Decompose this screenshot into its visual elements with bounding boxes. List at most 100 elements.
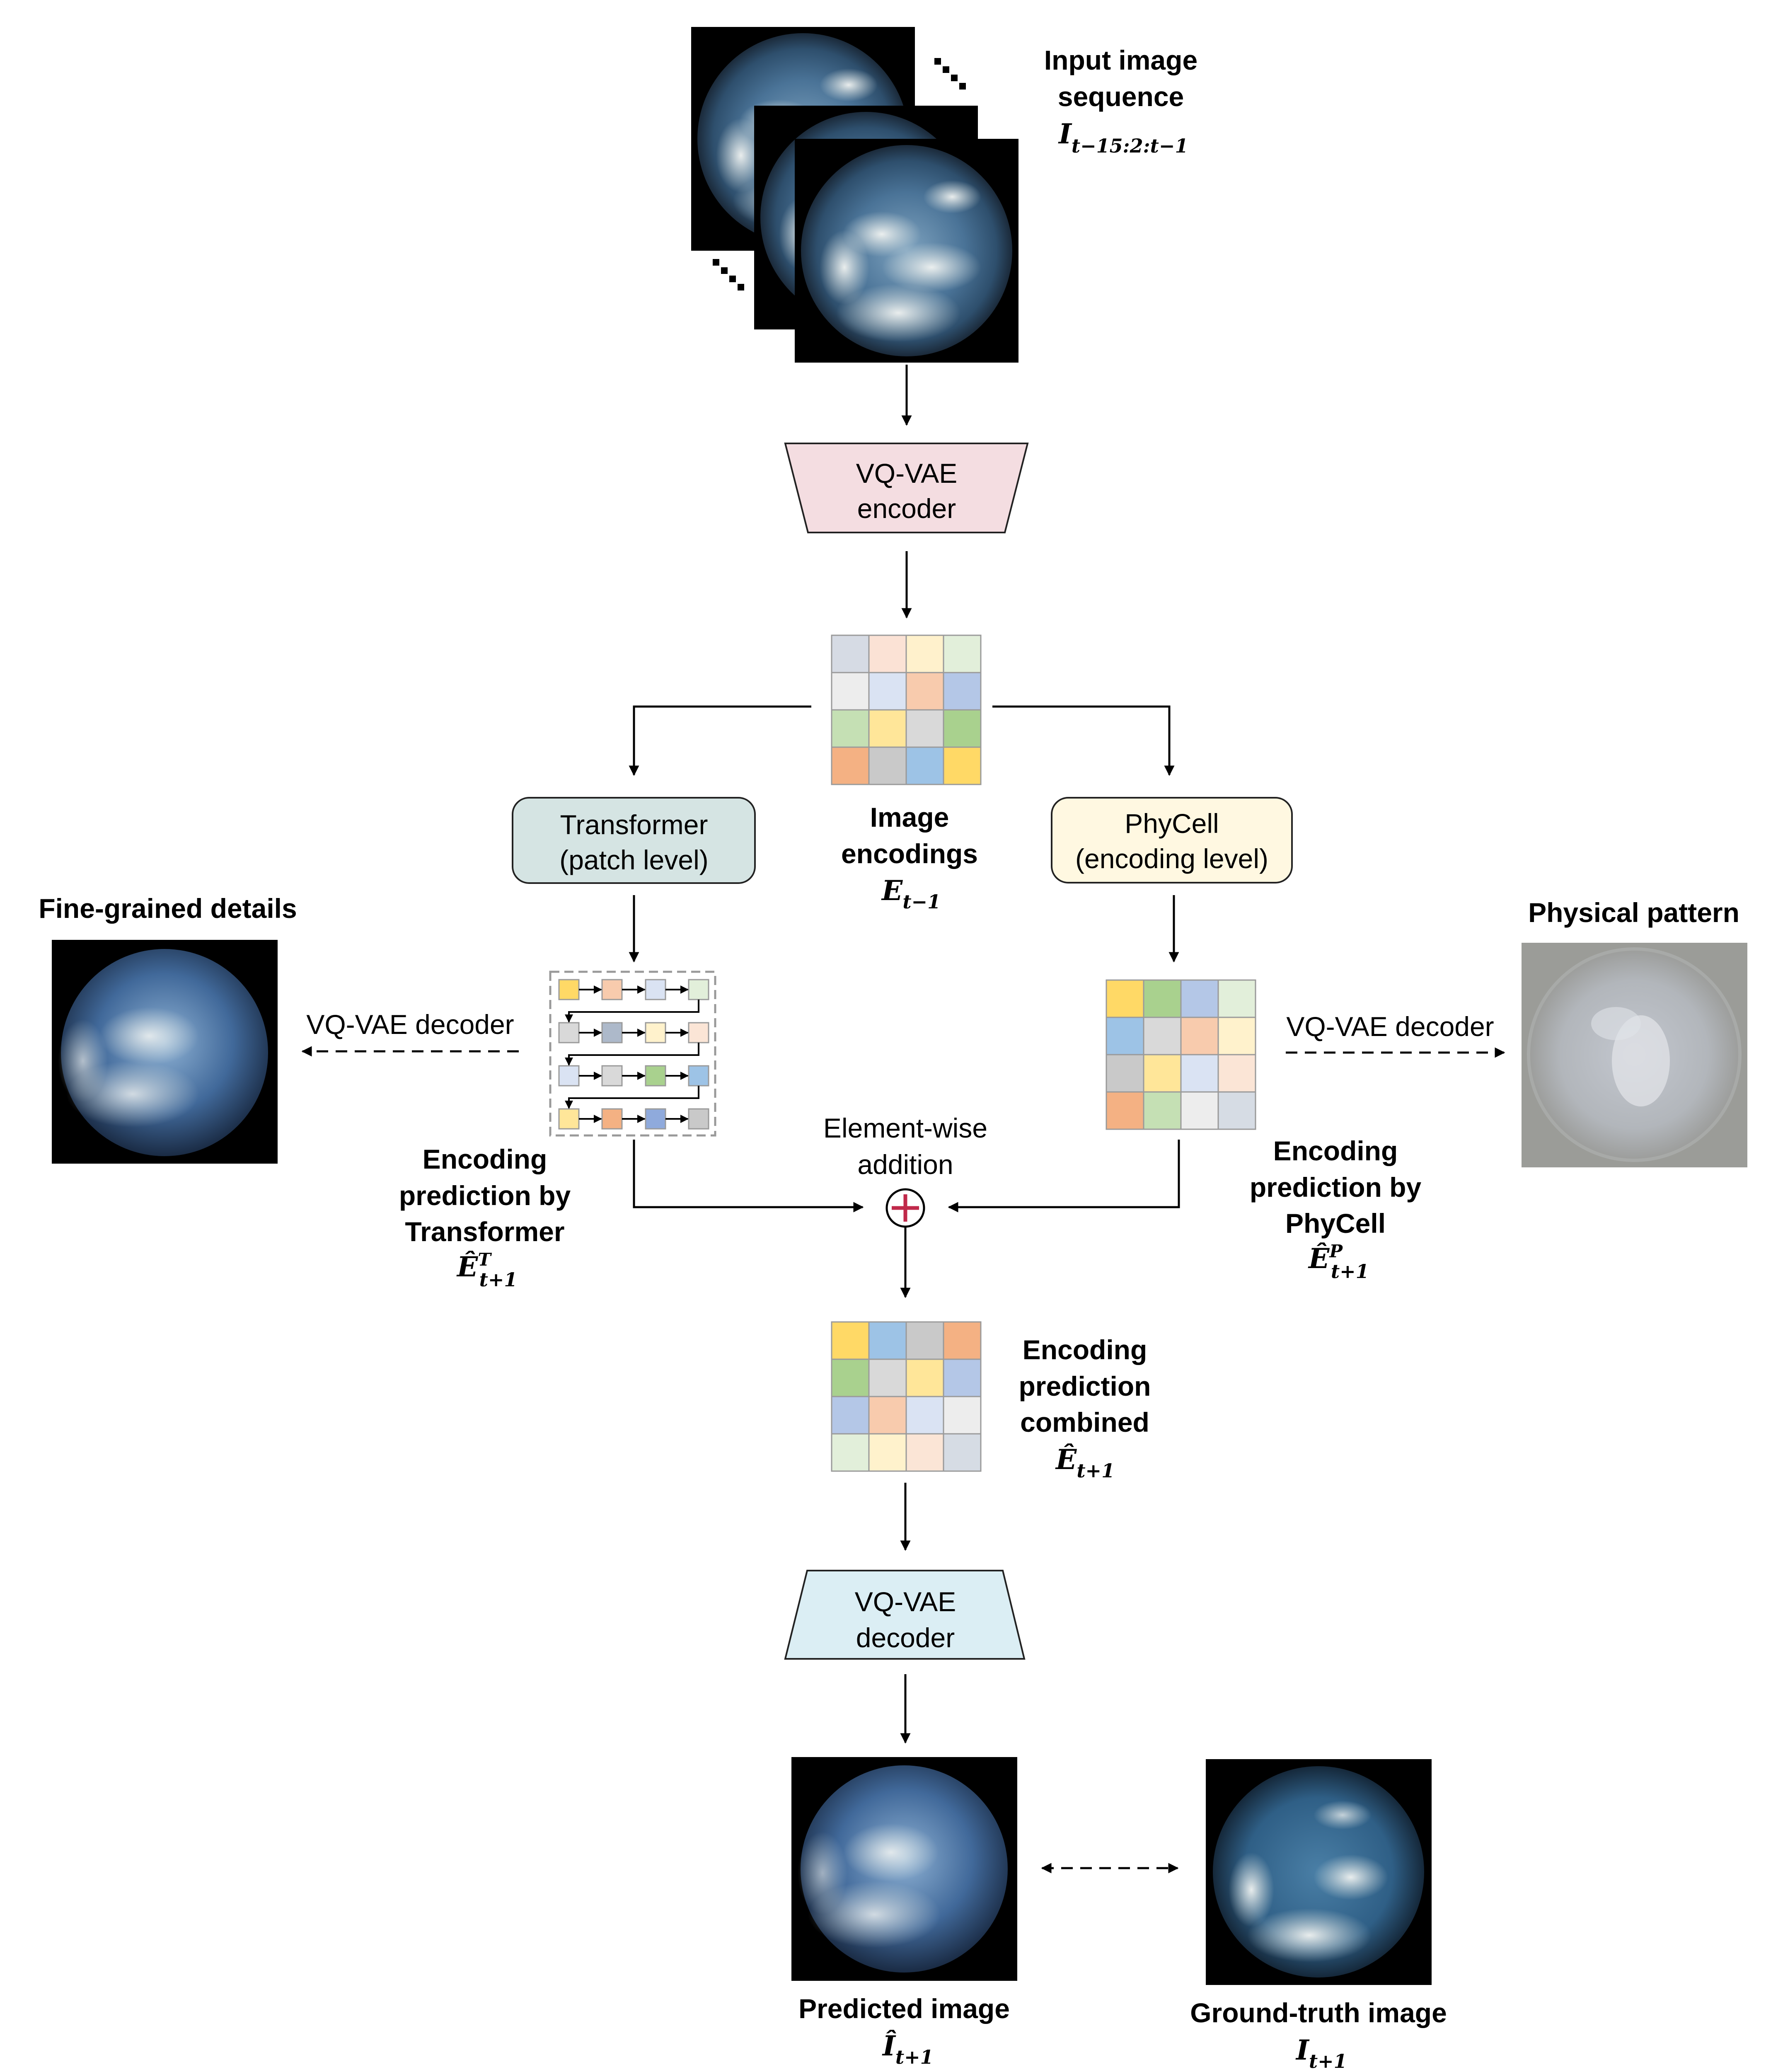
combined-encoding-cell [831, 1358, 870, 1397]
sequence-cell [601, 1065, 623, 1087]
decoder-line2: decoder [856, 1622, 955, 1653]
phycell-line1: PhyCell [1125, 808, 1219, 839]
sequence-wrap-arrow [565, 1000, 699, 1023]
combined-encoding-cell [943, 1433, 982, 1472]
combined-subscript: t+1 [1077, 1460, 1115, 1482]
input-symbol: I [1058, 118, 1072, 150]
sequence-cell [688, 1022, 709, 1043]
encoding-cell [868, 672, 907, 711]
sequence-cell [601, 1108, 623, 1130]
combined-encoding-cell [905, 1358, 944, 1397]
ground-truth-label: Ground-truth image It+1 [1190, 1997, 1447, 2072]
phycell-encoding-cell [1143, 1017, 1182, 1055]
encoding-cell [831, 672, 870, 711]
encoder-line2: encoder [857, 493, 956, 524]
svg-text:Et−1: Et−1 [881, 874, 941, 913]
phycell-encoding-cell [1217, 1054, 1256, 1093]
svg-text:ÊPt+1: ÊP t+1 [1308, 1241, 1369, 1283]
transformer-block: Transformer (patch level) [512, 797, 756, 884]
phycell-line2: (encoding level) [1075, 843, 1268, 874]
transformer-line1: Transformer [560, 809, 708, 840]
phycell-encoding-cell [1106, 1017, 1144, 1055]
transformer-pred-line2: prediction by [399, 1180, 571, 1211]
combined-encoding-cell [943, 1358, 982, 1397]
predicted-label: Predicted image Ît+1 [798, 1993, 1010, 2068]
transformer-line2: (patch level) [559, 845, 709, 875]
encodings-line1: Image [870, 802, 949, 833]
phycell-encoding-grid [1106, 979, 1256, 1130]
predicted-title: Predicted image [798, 1993, 1010, 2024]
encoder-trapezoid [784, 443, 1029, 533]
transformer-prediction-label: Encoding prediction by Transformer ÊT t+1 [399, 1144, 571, 1291]
sequence-cell [688, 1108, 709, 1130]
sequence-cell [645, 1022, 666, 1043]
encoding-cell [943, 709, 982, 748]
vq-vae-decoder: VQ-VAE decoder [784, 1570, 1026, 1660]
input-image-front [795, 139, 1018, 363]
fine-grained-image [52, 940, 278, 1164]
combined-label: Encoding prediction combined Êt+1 [1018, 1334, 1151, 1482]
input-label: Input image sequence It−15:2:t−1 [1044, 45, 1197, 157]
predicted-symbol: Î [882, 2030, 896, 2062]
phycell-encoding-cell [1217, 1091, 1256, 1130]
phycell-encoding-cell [1106, 1054, 1144, 1093]
combined-encoding-cell [905, 1433, 944, 1472]
transformer-box [512, 797, 756, 884]
phycell-prediction-label: Encoding prediction by PhyCell ÊP t+1 [1250, 1135, 1422, 1283]
encoding-cell [943, 672, 982, 711]
encoding-cell [831, 746, 870, 785]
encoding-cell [831, 634, 870, 673]
combined-line2: prediction [1018, 1371, 1151, 1402]
svg-text:It+1: It+1 [1295, 2034, 1347, 2072]
ground-truth-image [1206, 1759, 1432, 1985]
sequence-cell [645, 1108, 666, 1130]
ground-truth-title: Ground-truth image [1190, 1997, 1447, 2028]
encoding-cell [905, 634, 944, 673]
arrow-phycell-to-addition [948, 1140, 1180, 1213]
sequence-connectors [565, 985, 699, 1123]
ground-truth-symbol: I [1295, 2034, 1310, 2066]
encoder-line1: VQ-VAE [856, 458, 958, 489]
phycell-encoding-cell [1143, 1054, 1182, 1093]
encodings-line2: encodings [841, 838, 978, 869]
phycell-block: PhyCell (encoding level) [1051, 797, 1293, 884]
encoding-cell [943, 746, 982, 785]
transformer-pred-superscript: T [478, 1249, 492, 1270]
combined-encoding-cell [943, 1396, 982, 1435]
combined-line3: combined [1020, 1407, 1149, 1438]
transformer-pred-line3: Transformer [405, 1216, 564, 1247]
phycell-pred-line1: Encoding [1273, 1135, 1398, 1166]
encoding-cell [831, 709, 870, 748]
sequence-wrap-arrow [565, 1043, 699, 1066]
addition-line1: Element-wise [823, 1113, 987, 1143]
sequence-cell [601, 1022, 623, 1043]
predicted-image [791, 1757, 1017, 1981]
input-title-line2: sequence [1058, 81, 1184, 112]
decoder-trapezoid [784, 1570, 1026, 1660]
encoding-cell [868, 709, 907, 748]
sequence-cell [558, 979, 580, 1000]
arrow-encodings-to-transformer [629, 705, 811, 776]
phycell-encoding-cell [1180, 1091, 1219, 1130]
transformer-sequence-grid [549, 971, 716, 1137]
arrow-encodings-to-phycell [992, 705, 1175, 776]
transformer-pred-symbol: Ê [456, 1251, 479, 1283]
svg-text:Êt+1: Êt+1 [1055, 1443, 1115, 1482]
encoding-cell [905, 746, 944, 785]
combined-encoding-cell [831, 1321, 870, 1360]
sequence-cell [688, 1065, 709, 1087]
combined-encoding-cell [868, 1433, 907, 1472]
phycell-pred-superscript: P [1329, 1241, 1343, 1261]
input-image-stack [691, 27, 1018, 363]
phycell-encoding-cell [1106, 979, 1144, 1018]
plus-icon [885, 1188, 925, 1228]
svg-text:It−15:2:t−1: It−15:2:t−1 [1058, 118, 1188, 157]
encoding-cell [943, 634, 982, 673]
left-decoder-label: VQ-VAE decoder [306, 1009, 514, 1040]
phycell-pred-line2: prediction by [1250, 1172, 1422, 1203]
arrow-transformer-to-addition [633, 1140, 864, 1213]
decoder-line1: VQ-VAE [855, 1586, 956, 1617]
sequence-dashed-frame [549, 971, 716, 1137]
phycell-box [1051, 797, 1293, 884]
